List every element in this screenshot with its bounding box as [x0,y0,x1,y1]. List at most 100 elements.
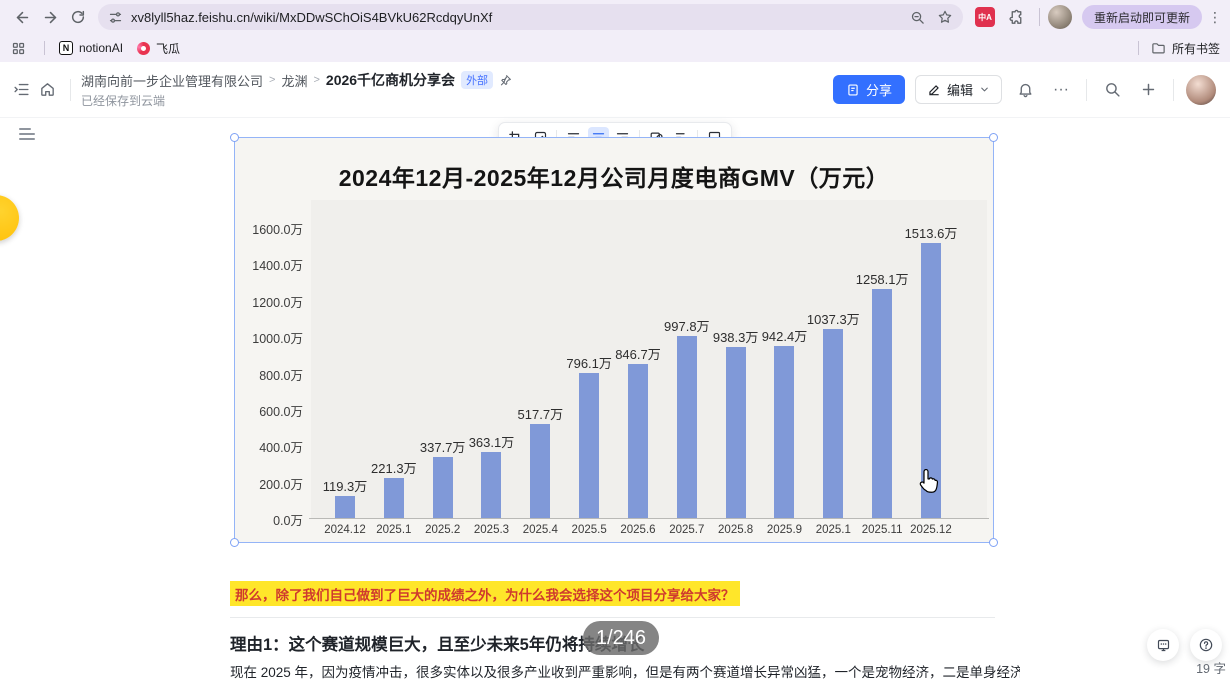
outline-toggle-icon[interactable] [19,128,37,142]
edit-label: 编辑 [946,83,973,98]
forward-icon[interactable] [36,3,64,31]
saved-status: 已经保存到云端 [81,94,166,108]
bar-value-label: 846.7万 [615,346,661,362]
bar-value-label: 337.7万 [419,439,466,455]
breadcrumb-separator: > [269,74,276,86]
bookmark-star-icon[interactable] [937,9,953,25]
pin-icon[interactable] [499,74,512,87]
refresh-icon[interactable] [64,3,92,31]
share-label: 分享 [865,83,892,98]
highlighted-question: 那么，除了我们自己做到了巨大的成绩之外，为什么我会选择这个项目分享给大家？ [230,581,740,606]
chart-image-block[interactable]: 2024年12月-2025年12月公司月度电商GMV（万元） 1600.0万 14… [230,133,998,547]
selection-handle-bottom-left[interactable] [230,538,239,547]
y-axis-tick: 800.0万 [259,368,303,383]
x-axis-tick: 2025.7 [669,524,705,536]
document-divider [230,617,995,618]
user-avatar[interactable] [1186,74,1216,105]
apps-grid-icon[interactable] [4,34,32,62]
y-axis-tick: 1000.0万 [252,332,303,347]
x-axis-tick: 2024.12 [324,524,366,536]
reason-heading: 理由1：这个赛道规模巨大，且至少未来5年仍将持续增长 [230,636,645,654]
x-axis-tick: 2025.1 [815,524,851,536]
chart-bar [872,289,893,518]
y-axis-tick: 200.0万 [259,477,303,492]
folder-icon [1151,41,1166,56]
browser-toolbar: xv8lyll5haz.feishu.cn/wiki/MxDDwSChOiS4B… [0,0,1230,34]
y-axis-tick: 1200.0万 [252,295,303,310]
assistant-icon [1156,638,1171,653]
chart-bar [920,242,941,518]
restart-update-button[interactable]: 重新启动即可更新 [1081,5,1202,29]
bar-value-label: 221.3万 [371,460,417,476]
selection-handle-bottom-right[interactable] [989,538,998,547]
create-new-icon[interactable] [1135,77,1161,103]
bookmark-label: notionAI [79,41,124,55]
chart-x-axis-line [309,518,989,519]
chart-bar [823,329,844,518]
chart-bar [725,347,746,518]
x-axis-tick: 2025.3 [473,524,510,536]
bar-value-label: 938.3万 [712,330,759,346]
more-icon[interactable]: ··· [1053,80,1069,98]
bookmark-feigua[interactable]: 飞瓜 [137,40,180,57]
help-button[interactable] [1190,629,1222,661]
sidebar-toggle-icon[interactable] [8,77,34,103]
page-title[interactable]: 2026千亿商机分享会 [325,72,456,88]
assistant-button[interactable] [1147,629,1179,661]
x-axis-tick: 2025.5 [571,524,607,536]
bar-value-label: 997.8万 [664,319,710,335]
back-icon[interactable] [8,3,36,31]
search-icon[interactable] [1099,77,1125,103]
bar-value-label: 1513.6万 [904,225,958,241]
x-axis-tick: 2025.8 [718,524,754,536]
all-bookmarks-button[interactable]: 所有书签 [1171,41,1220,56]
translate-extension-text: 中A [978,12,992,22]
zoom-icon[interactable] [910,10,925,25]
address-bar[interactable]: xv8lyll5haz.feishu.cn/wiki/MxDDwSChOiS4B… [98,4,963,30]
breadcrumb: 湖南向前一步企业管理有限公司 > 龙渊 > 2026千亿商机分享会 外部 已经保… [81,70,512,109]
y-axis-tick: 1400.0万 [252,259,303,274]
bar-value-label: 517.7万 [517,406,564,422]
selection-handle-top-left[interactable] [230,133,239,142]
bookmarks-divider [44,41,45,55]
notion-icon: N [59,41,73,55]
home-icon[interactable] [34,77,60,103]
y-axis-tick: 0.0万 [273,514,303,529]
x-axis-tick: 2025.6 [620,524,656,536]
bookmark-label: 飞瓜 [156,41,181,56]
header-divider [70,78,71,101]
bar-value-label: 1258.1万 [855,272,909,288]
help-icon [1198,637,1214,653]
selection-handle-top-right[interactable] [989,133,998,142]
browser-menu-icon[interactable]: ⋮ [1208,8,1222,25]
x-axis-tick: 2025.11 [861,524,903,536]
share-button[interactable]: 分享 [832,75,905,104]
browser-profile-avatar[interactable] [1047,5,1072,29]
feishu-header: 湖南向前一步企业管理有限公司 > 龙渊 > 2026千亿商机分享会 外部 已经保… [0,62,1230,118]
edit-button[interactable]: 编辑 [914,75,1002,104]
bar-value-label: 942.4万 [761,329,808,345]
header-divider [1086,78,1087,101]
translate-extension-icon[interactable]: 中A [974,7,995,27]
site-settings-icon[interactable] [108,10,123,25]
breadcrumb-item[interactable]: 龙渊 [281,73,308,89]
chart-bar [579,373,600,518]
chart-bar [774,346,795,518]
page-indicator-badge: 1/246 [583,621,660,655]
extensions-icon[interactable] [1003,3,1031,31]
share-icon [846,83,860,97]
pencil-icon [927,83,941,97]
notification-bell-icon[interactable] [1012,77,1038,103]
breadcrumb-item[interactable]: 湖南向前一步企业管理有限公司 [81,73,264,89]
bookmarks-divider [1137,41,1139,55]
url-text[interactable]: xv8lyll5haz.feishu.cn/wiki/MxDDwSChOiS4B… [131,9,493,25]
x-axis-tick: 2025.9 [766,524,803,536]
floating-widget-circle[interactable] [0,195,19,241]
chart-bar [335,496,355,518]
external-badge: 外部 [461,71,494,89]
bookmark-notionai[interactable]: N notionAI [59,41,123,55]
x-axis-tick: 2025.2 [425,524,461,536]
toolbar-divider [1038,8,1040,26]
chart-title: 2024年12月-2025年12月公司月度电商GMV（万元） [338,165,890,191]
